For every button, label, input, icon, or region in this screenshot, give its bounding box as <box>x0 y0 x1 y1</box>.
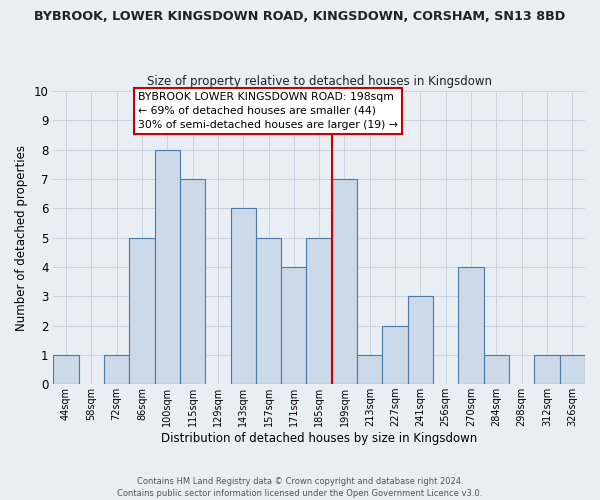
Bar <box>484 355 509 384</box>
Bar <box>458 267 484 384</box>
X-axis label: Distribution of detached houses by size in Kingsdown: Distribution of detached houses by size … <box>161 432 477 445</box>
Title: Size of property relative to detached houses in Kingsdown: Size of property relative to detached ho… <box>146 76 491 88</box>
Text: BYBROOK LOWER KINGSDOWN ROAD: 198sqm
← 69% of detached houses are smaller (44)
3: BYBROOK LOWER KINGSDOWN ROAD: 198sqm ← 6… <box>138 92 398 130</box>
Bar <box>129 238 155 384</box>
Text: Contains HM Land Registry data © Crown copyright and database right 2024.
Contai: Contains HM Land Registry data © Crown c… <box>118 476 482 498</box>
Bar <box>104 355 129 384</box>
Bar <box>281 267 307 384</box>
Bar <box>230 208 256 384</box>
Bar <box>332 179 357 384</box>
Bar <box>307 238 332 384</box>
Bar <box>256 238 281 384</box>
Bar <box>382 326 408 384</box>
Y-axis label: Number of detached properties: Number of detached properties <box>15 144 28 330</box>
Bar <box>53 355 79 384</box>
Bar <box>535 355 560 384</box>
Bar <box>560 355 585 384</box>
Bar <box>155 150 180 384</box>
Bar <box>408 296 433 384</box>
Bar <box>357 355 382 384</box>
Text: BYBROOK, LOWER KINGSDOWN ROAD, KINGSDOWN, CORSHAM, SN13 8BD: BYBROOK, LOWER KINGSDOWN ROAD, KINGSDOWN… <box>34 10 566 23</box>
Bar <box>180 179 205 384</box>
